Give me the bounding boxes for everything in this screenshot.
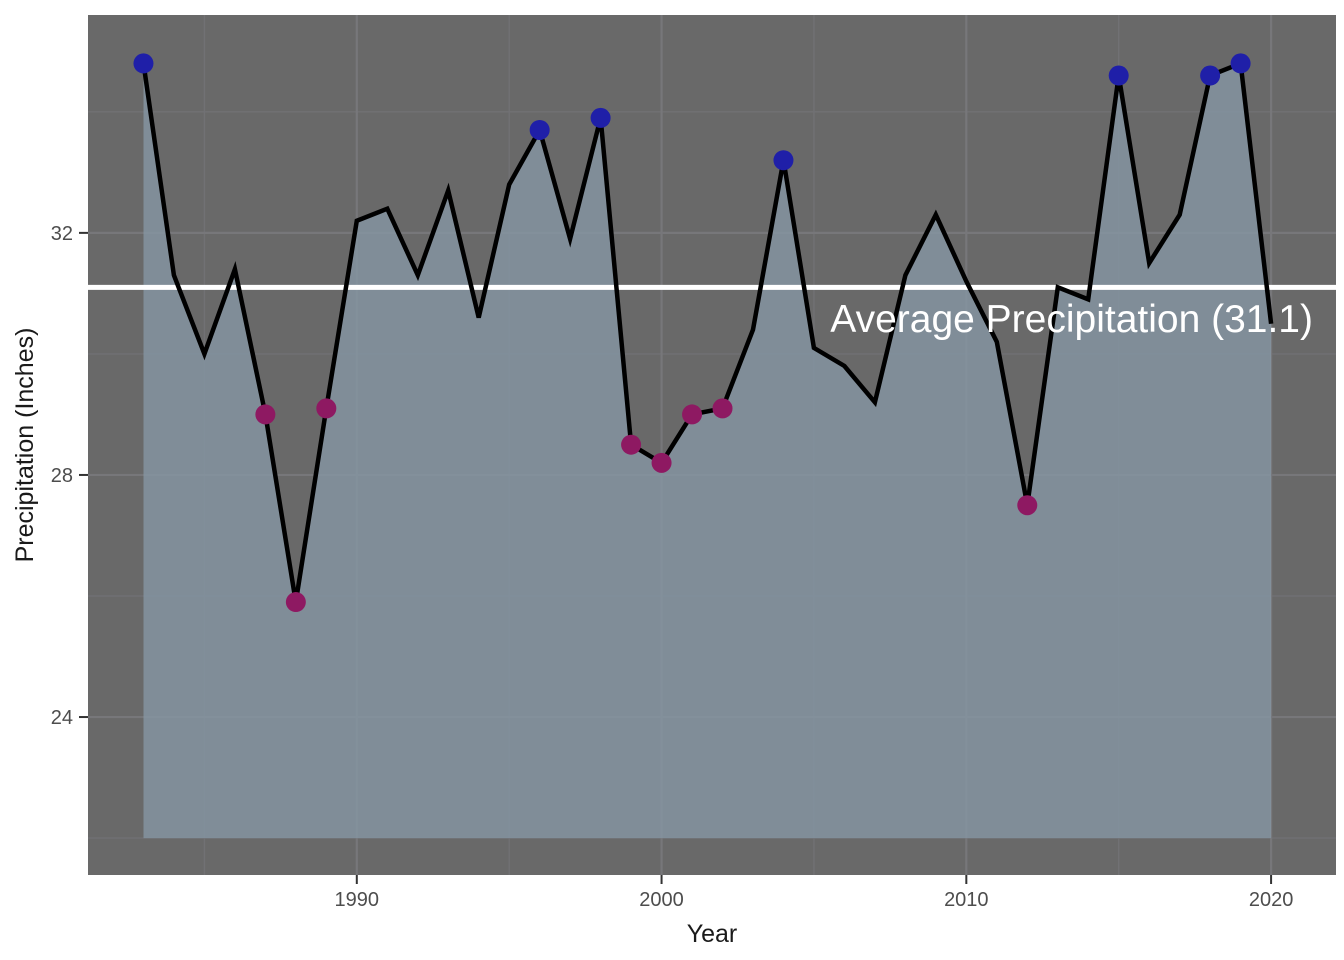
x-tick-label: 2000 — [639, 889, 684, 911]
high-year-point — [773, 150, 794, 171]
low-year-point — [712, 398, 733, 419]
axis-layer: 1990 2000 2010 2020 32 28 24 — [51, 223, 1294, 911]
precipitation-line — [141, 60, 1274, 603]
y-tick-label: 32 — [51, 223, 73, 245]
x-tick-label: 1990 — [335, 889, 380, 911]
low-year-point — [651, 452, 672, 473]
low-year-point — [285, 592, 306, 613]
low-year-point — [1017, 495, 1038, 516]
y-tick-label: 28 — [51, 465, 73, 487]
points-layer — [133, 53, 1251, 613]
high-year-point — [1230, 53, 1251, 74]
high-year-point — [1200, 65, 1221, 86]
low-year-point — [682, 404, 703, 425]
high-year-point — [590, 107, 611, 128]
average-annotation-label: Average Precipitation (31.1) — [830, 298, 1313, 341]
high-year-point — [133, 53, 154, 74]
x-tick-label: 2020 — [1249, 889, 1294, 911]
high-year-point — [529, 119, 550, 140]
low-year-point — [255, 404, 276, 425]
x-tick-label: 2010 — [944, 889, 989, 911]
x-axis-title: Year — [687, 920, 738, 948]
high-year-point — [1108, 65, 1129, 86]
low-year-point — [621, 434, 642, 455]
y-axis-title: Precipitation (Inches) — [11, 328, 39, 563]
line-layer — [141, 60, 1274, 603]
low-year-point — [316, 398, 337, 419]
y-tick-label: 24 — [51, 707, 73, 729]
